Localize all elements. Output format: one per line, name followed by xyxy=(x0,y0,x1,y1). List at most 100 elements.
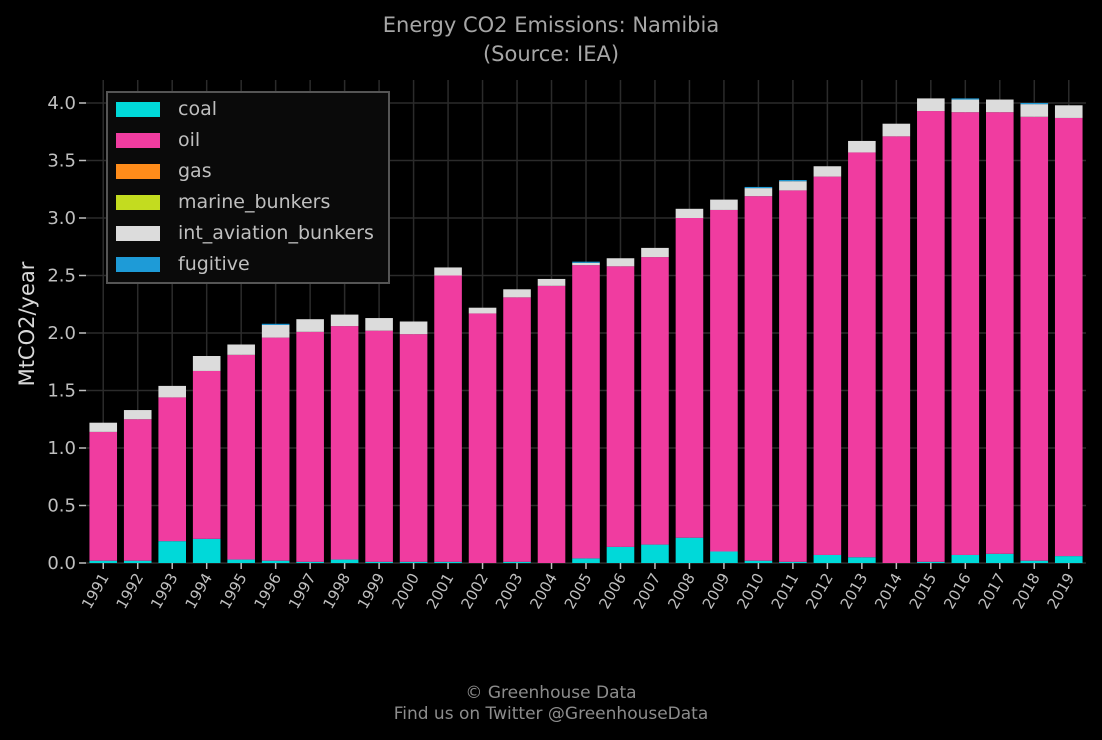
bar-int_aviation_bunkers-2013 xyxy=(848,140,876,153)
y-tick-label: 3.5 xyxy=(47,151,76,172)
bar-int_aviation_bunkers-1991 xyxy=(89,422,118,432)
y-tick-label: 0.0 xyxy=(47,553,76,574)
x-tick-label: 1992 xyxy=(113,570,148,612)
chart-subtitle: (Source: IEA) xyxy=(482,42,620,66)
bar-coal-1999 xyxy=(365,561,393,563)
x-tick-label: 2005 xyxy=(561,570,596,612)
bar-oil-2006 xyxy=(606,266,635,547)
bar-fugitive-2005 xyxy=(572,261,600,263)
x-tick-label: 2016 xyxy=(940,570,975,612)
x-tick-label: 2014 xyxy=(871,570,906,612)
bar-int_aviation_bunkers-2010 xyxy=(744,188,773,197)
bar-oil-1992 xyxy=(123,419,152,561)
legend: coal oil gas marine_bunkers int_aviation_bun… xyxy=(106,91,390,284)
bar-oil-1997 xyxy=(296,331,324,562)
x-tick-label: 1998 xyxy=(319,570,354,612)
bar-coal-2017 xyxy=(986,553,1014,563)
bar-oil-2015 xyxy=(917,111,945,562)
x-tick-label: 2010 xyxy=(733,570,768,612)
bar-int_aviation_bunkers-1995 xyxy=(227,344,255,355)
bar-int_aviation_bunkers-2006 xyxy=(606,258,635,267)
x-tick-label: 2008 xyxy=(664,570,699,612)
bar-int_aviation_bunkers-1992 xyxy=(123,410,152,420)
y-tick-label: 2.0 xyxy=(47,323,76,344)
bar-int_aviation_bunkers-2007 xyxy=(641,247,669,258)
bar-int_aviation_bunkers-2018 xyxy=(1020,104,1049,117)
bar-oil-2014 xyxy=(882,136,911,563)
bar-oil-2011 xyxy=(779,190,807,562)
bar-int_aviation_bunkers-2005 xyxy=(572,262,600,266)
y-tick-label: 1.0 xyxy=(47,438,76,459)
bar-coal-2010 xyxy=(744,560,773,563)
bar-int_aviation_bunkers-1994 xyxy=(192,356,221,371)
bar-coal-1994 xyxy=(192,538,221,563)
x-tick-label: 2002 xyxy=(457,570,492,612)
bar-fugitive-2011 xyxy=(779,180,807,182)
bar-int_aviation_bunkers-2003 xyxy=(503,289,531,298)
bar-coal-2008 xyxy=(675,537,704,563)
credit-line-1: © Greenhouse Data xyxy=(465,683,637,703)
legend-item-coal: coal xyxy=(116,96,217,122)
x-tick-label: 2018 xyxy=(1009,570,1044,612)
x-tick-label: 2007 xyxy=(630,570,665,612)
legend-item-gas: gas xyxy=(116,158,212,184)
legend-item-marine_bunkers: marine_bunkers xyxy=(116,189,330,215)
bar-coal-2007 xyxy=(641,544,669,563)
bar-int_aviation_bunkers-2012 xyxy=(813,166,842,177)
bar-coal-1991 xyxy=(89,560,118,563)
bar-coal-2011 xyxy=(779,561,807,563)
credit-line-2: Find us on Twitter @GreenhouseData xyxy=(393,704,709,724)
legend-swatch xyxy=(116,256,160,272)
bar-int_aviation_bunkers-2014 xyxy=(882,123,911,137)
bar-int_aviation_bunkers-2017 xyxy=(986,99,1014,113)
bar-int_aviation_bunkers-2002 xyxy=(468,307,497,314)
y-tick-label: 0.5 xyxy=(47,496,76,517)
bar-coal-1996 xyxy=(261,560,290,563)
bar-coal-1992 xyxy=(123,560,152,563)
bar-oil-2008 xyxy=(675,218,704,538)
bar-int_aviation_bunkers-1993 xyxy=(158,385,186,398)
legend-label: fugitive xyxy=(178,253,250,275)
bar-coal-2013 xyxy=(848,557,876,563)
bar-coal-2019 xyxy=(1054,556,1083,563)
bar-coal-1997 xyxy=(296,561,324,563)
x-tick-label: 2003 xyxy=(492,570,527,612)
legend-item-int_aviation_bunkers: int_aviation_bunkers xyxy=(116,220,374,246)
x-tick-label: 1996 xyxy=(250,570,285,612)
bar-oil-2004 xyxy=(537,285,566,563)
x-tick-label: 2017 xyxy=(975,570,1010,612)
bar-fugitive-2016 xyxy=(951,98,980,100)
bar-int_aviation_bunkers-2009 xyxy=(710,199,738,210)
legend-swatch xyxy=(116,194,160,210)
x-axis: 1991 1992 1993 1994 1995 1996 1997 1998 1999 2000… xyxy=(78,563,1078,612)
bars xyxy=(89,98,1083,563)
bar-oil-2007 xyxy=(641,257,669,545)
bar-coal-2016 xyxy=(951,554,980,563)
bar-int_aviation_bunkers-1998 xyxy=(330,314,359,327)
bar-coal-2012 xyxy=(813,554,842,563)
bar-oil-2018 xyxy=(1020,116,1049,561)
bar-oil-2003 xyxy=(503,297,531,562)
x-tick-label: 2013 xyxy=(837,570,872,612)
legend-item-oil: oil xyxy=(116,127,200,153)
bar-int_aviation_bunkers-2001 xyxy=(434,267,462,276)
legend-swatch xyxy=(116,163,160,179)
bar-oil-2019 xyxy=(1054,117,1083,557)
bar-int_aviation_bunkers-1997 xyxy=(296,319,324,332)
bar-oil-1995 xyxy=(227,354,255,560)
bar-int_aviation_bunkers-2000 xyxy=(399,321,428,335)
legend-label: gas xyxy=(178,160,212,182)
y-axis-label: MtCO2/year xyxy=(15,261,39,387)
bar-int_aviation_bunkers-2015 xyxy=(917,98,945,112)
bar-oil-2009 xyxy=(710,209,738,552)
bar-oil-2005 xyxy=(572,265,600,559)
bar-oil-2013 xyxy=(848,152,876,558)
bar-coal-2003 xyxy=(503,561,531,563)
legend-swatch xyxy=(116,225,160,241)
x-tick-label: 2015 xyxy=(906,570,941,612)
bar-coal-1993 xyxy=(158,541,186,563)
bar-coal-1998 xyxy=(330,559,359,563)
bar-int_aviation_bunkers-2019 xyxy=(1054,105,1083,118)
x-tick-label: 1993 xyxy=(147,570,182,612)
